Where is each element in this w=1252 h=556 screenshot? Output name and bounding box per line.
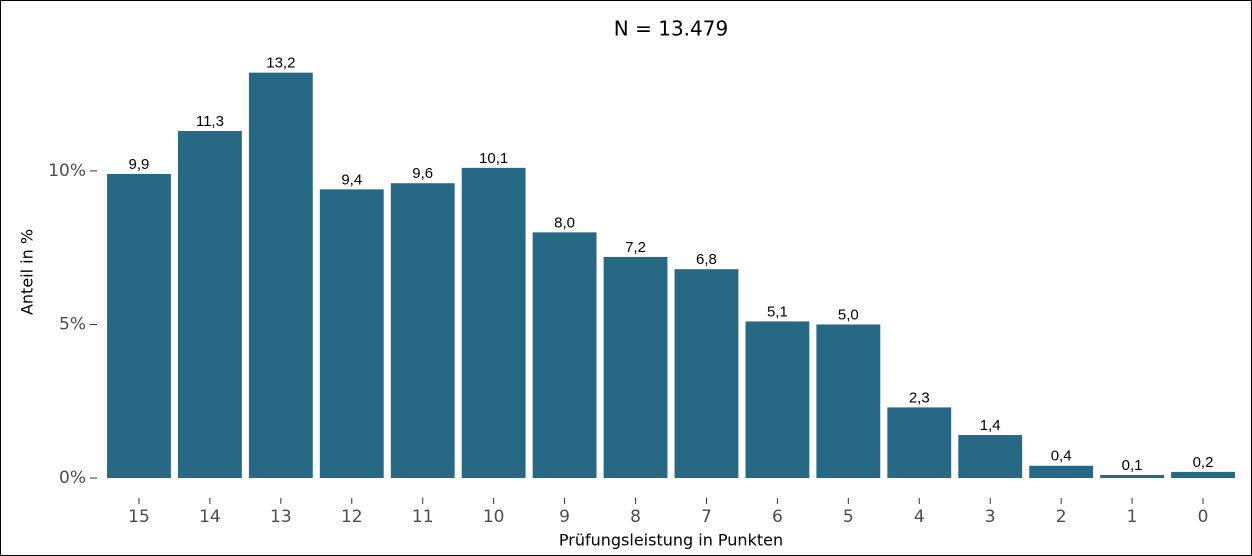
x-tick-label: 5 bbox=[843, 507, 854, 527]
x-tick-label: 8 bbox=[630, 507, 641, 527]
bar bbox=[1100, 474, 1165, 479]
bar bbox=[887, 407, 952, 479]
value-label: 9,9 bbox=[129, 156, 150, 173]
value-label: 13,2 bbox=[266, 55, 295, 72]
x-tick-label: 15 bbox=[128, 507, 150, 527]
y-tick-label: 10% bbox=[48, 161, 86, 181]
value-label: 11,3 bbox=[196, 113, 224, 130]
bar bbox=[1171, 471, 1235, 479]
x-tick-label: 10 bbox=[483, 507, 505, 527]
value-label: 2,3 bbox=[909, 389, 930, 406]
value-label: 5,0 bbox=[838, 306, 859, 323]
x-tick-label: 0 bbox=[1198, 507, 1209, 527]
chart-title: N = 13.479 bbox=[614, 17, 728, 41]
x-tick-label: 9 bbox=[559, 507, 570, 527]
bar bbox=[390, 183, 455, 479]
x-tick-label: 13 bbox=[270, 507, 292, 527]
value-label: 9,4 bbox=[341, 171, 362, 188]
x-tick-label: 2 bbox=[1056, 507, 1067, 527]
bar bbox=[107, 173, 171, 479]
bar bbox=[248, 72, 313, 479]
x-tick-label: 14 bbox=[199, 507, 221, 527]
bar bbox=[532, 232, 597, 479]
x-tick-label: 4 bbox=[914, 507, 925, 527]
x-axis-title: Prüfungsleistung in Punkten bbox=[559, 531, 783, 550]
value-label: 0,2 bbox=[1193, 454, 1214, 471]
value-label: 9,6 bbox=[412, 165, 433, 182]
value-label: 6,8 bbox=[696, 251, 717, 268]
bar bbox=[461, 167, 526, 479]
y-tick-label: 0% bbox=[59, 468, 86, 488]
bar bbox=[603, 256, 668, 479]
x-tick-label: 7 bbox=[701, 507, 712, 527]
bar bbox=[958, 435, 1023, 479]
value-label: 7,2 bbox=[625, 239, 646, 256]
value-label: 5,1 bbox=[767, 303, 788, 320]
value-label: 10,1 bbox=[479, 150, 508, 167]
value-label: 8,0 bbox=[554, 214, 575, 231]
bar bbox=[745, 321, 810, 479]
bar bbox=[816, 324, 881, 479]
bar bbox=[177, 131, 242, 479]
x-tick-label: 6 bbox=[772, 507, 783, 527]
y-axis-title: Anteil in % bbox=[18, 229, 37, 315]
x-tick-label: 12 bbox=[341, 507, 363, 527]
x-tick-label: 3 bbox=[985, 507, 996, 527]
value-label: 1,4 bbox=[980, 417, 1001, 434]
bar bbox=[674, 269, 739, 479]
value-label: 0,1 bbox=[1122, 457, 1143, 474]
x-tick-label: 1 bbox=[1127, 507, 1138, 527]
y-tick-label: 5% bbox=[59, 314, 86, 334]
x-tick-label: 11 bbox=[412, 507, 434, 527]
bar bbox=[319, 189, 384, 479]
bar bbox=[1029, 465, 1094, 479]
value-label: 0,4 bbox=[1051, 448, 1072, 465]
